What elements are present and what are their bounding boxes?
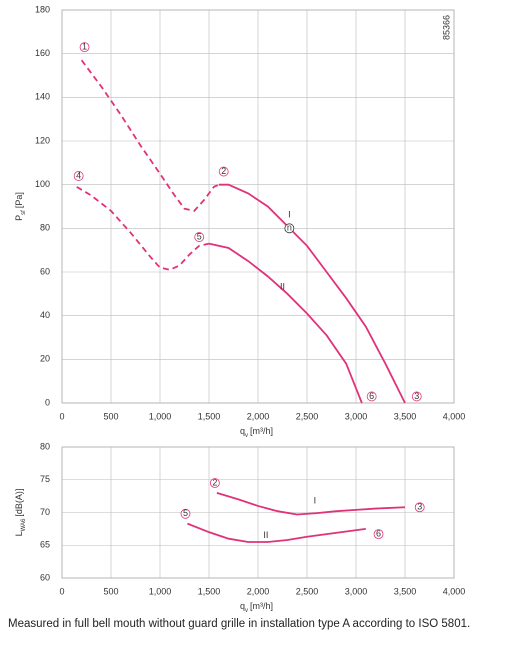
annotation: 6	[369, 391, 374, 401]
x-label-unit: [m³/h]	[250, 601, 273, 611]
y-tick-label: 40	[40, 310, 50, 320]
y-label-main: P	[14, 215, 24, 221]
y-tick-label: 60	[40, 572, 50, 582]
curve	[216, 491, 406, 516]
y-axis-label: Psf [Pa]	[14, 192, 26, 221]
y-label-unit: [Pa]	[14, 192, 24, 208]
curve	[218, 183, 406, 404]
x-tick-label: 500	[103, 586, 118, 596]
x-tick-label: 1,500	[198, 586, 221, 596]
x-label-main: q	[240, 426, 245, 436]
x-label-sub: v	[245, 608, 248, 614]
y-label-sub: WA6	[21, 518, 27, 531]
x-label-unit: [m³/h]	[250, 426, 273, 436]
annotation: II	[263, 530, 268, 540]
x-tick-label: 3,500	[394, 586, 417, 596]
y-tick-label: 100	[35, 179, 50, 189]
annotation-circle	[414, 502, 425, 513]
y-tick-label: 0	[45, 397, 50, 407]
annotation: 3	[414, 391, 419, 401]
y-tick-label: 120	[35, 135, 50, 145]
y-label-sub: sf	[21, 210, 27, 215]
x-tick-label: 1,000	[149, 586, 172, 596]
y-tick-label: 80	[40, 223, 50, 233]
y-tick-label: 65	[40, 540, 50, 550]
y-axis-label: LWA6[dB(A)]	[14, 489, 26, 537]
annotation-circle	[284, 223, 295, 234]
x-tick-label: 2,500	[296, 411, 319, 421]
x-tick-label: 4,000	[443, 411, 466, 421]
annotation-circle	[194, 232, 205, 242]
x-tick-label: 500	[103, 411, 118, 421]
annotation: 2	[212, 477, 217, 487]
annotation: 1	[82, 41, 87, 51]
annotation: 3	[417, 502, 422, 512]
annotation: I	[288, 210, 291, 220]
annotation: I	[314, 496, 317, 506]
annotation-circle	[218, 166, 229, 177]
x-tick-label: 2,000	[247, 586, 270, 596]
curve	[76, 186, 210, 271]
x-tick-label: 1,000	[149, 411, 172, 421]
y-tick-label: 80	[40, 441, 50, 451]
curve	[208, 242, 363, 404]
annotation: 85366	[442, 15, 452, 40]
footnote: Measured in full bell mouth without guar…	[8, 618, 470, 630]
annotation: n	[287, 223, 292, 233]
y-tick-label: 60	[40, 266, 50, 276]
x-axis-label: qv [m³/h]	[240, 426, 273, 438]
y-tick-label: 160	[35, 48, 50, 58]
y-tick-label: 20	[40, 354, 50, 364]
curve	[187, 522, 366, 543]
annotation-circle	[366, 391, 377, 402]
x-label-sub: v	[245, 433, 248, 439]
annotation-circle	[73, 171, 84, 181]
y-tick-label: 75	[40, 474, 50, 484]
x-tick-label: 1,500	[198, 411, 221, 421]
x-tick-label: 0	[59, 411, 64, 421]
x-tick-label: 4,000	[443, 586, 466, 596]
y-tick-label: 180	[35, 4, 50, 14]
y-label-unit: [dB(A)]	[14, 489, 24, 517]
annotation: 5	[197, 231, 202, 241]
x-tick-label: 3,000	[345, 586, 368, 596]
annotation: 6	[376, 528, 381, 538]
annotation-circle	[411, 391, 422, 402]
annotation: 5	[183, 508, 188, 518]
annotation-circle	[180, 508, 191, 519]
x-tick-label: 2,500	[296, 586, 319, 596]
x-label-main: q	[240, 601, 245, 611]
x-tick-label: 3,500	[394, 411, 417, 421]
annotation-circle	[373, 529, 384, 540]
annotation: 4	[76, 170, 81, 180]
annotation-circle	[79, 42, 90, 53]
curve	[80, 59, 220, 212]
annotation: II	[280, 282, 285, 292]
x-tick-label: 2,000	[247, 411, 270, 421]
y-tick-label: 70	[40, 507, 50, 517]
y-label-main: L	[14, 531, 24, 536]
annotation: 2	[221, 166, 226, 176]
x-tick-label: 0	[59, 586, 64, 596]
y-tick-label: 140	[35, 92, 50, 102]
x-tick-label: 3,000	[345, 411, 368, 421]
annotation-circle	[209, 478, 220, 488]
x-axis-label: qv [m³/h]	[240, 601, 273, 613]
